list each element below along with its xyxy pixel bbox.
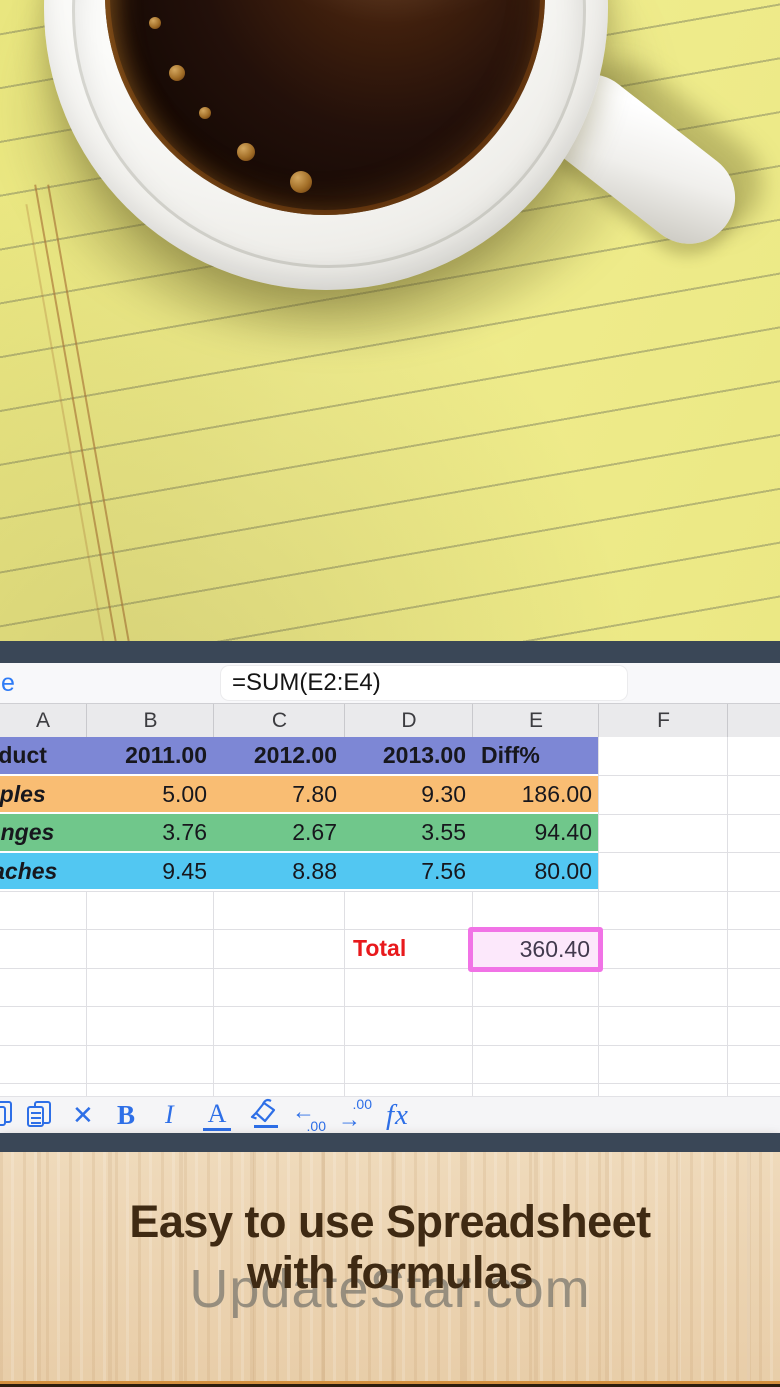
decrease-decimal-button[interactable]: ← .00: [292, 1098, 326, 1134]
table-row-apples[interactable]: Apples 5.00 7.80 9.30 186.00: [0, 775, 598, 814]
coffee-bubble: [199, 107, 211, 119]
column-header-g-partial[interactable]: [727, 704, 780, 737]
spreadsheet-grid[interactable]: Product 2011.00 2012.00 2013.00 Diff% Ap…: [0, 737, 780, 1096]
increase-decimal-icon: .00 →: [338, 1096, 372, 1132]
cell-b4[interactable]: 9.45: [162, 857, 207, 884]
cell-e4[interactable]: 80.00: [534, 857, 592, 884]
bottom-toolbar: ✕ B I A: [0, 1096, 780, 1134]
gridline: [0, 1083, 780, 1084]
clear-button[interactable]: ✕: [72, 1097, 94, 1134]
app-bottom-bezel: [0, 1133, 780, 1152]
gridline: [213, 737, 214, 1096]
cell-e2[interactable]: 186.00: [521, 780, 592, 807]
column-header-b[interactable]: B: [86, 704, 214, 737]
table-edge-shadow: [0, 1384, 780, 1387]
cell-e1[interactable]: Diff%: [481, 742, 540, 768]
watermark-text: UpdateStar.com: [189, 1259, 591, 1319]
gridline: [0, 891, 780, 892]
done-button[interactable]: e: [1, 669, 15, 697]
text-underline-icon: A: [207, 1099, 227, 1128]
italic-icon: I: [165, 1100, 174, 1129]
table-row-oranges[interactable]: Oranges 3.76 2.67 3.55 94.40: [0, 814, 598, 853]
cell-c1[interactable]: 2012.00: [253, 742, 337, 768]
column-header-c[interactable]: C: [213, 704, 345, 737]
table-edge-highlight: [0, 1381, 780, 1384]
cell-b3[interactable]: 3.76: [162, 819, 207, 845]
text-color-button[interactable]: A: [203, 1097, 231, 1134]
cell-c2[interactable]: 7.80: [292, 780, 337, 807]
cell-c4[interactable]: 8.88: [292, 857, 337, 884]
underline-bar: [203, 1128, 231, 1131]
paste-button[interactable]: [27, 1097, 53, 1134]
coffee-bubble: [149, 17, 161, 29]
bold-icon: B: [117, 1100, 136, 1130]
increase-decimal-button[interactable]: .00 →: [338, 1096, 372, 1134]
column-header-e[interactable]: E: [472, 704, 599, 737]
wood-desk-background: Easy to use Spreadsheet with formulas Up…: [0, 1152, 780, 1387]
cell-d2[interactable]: 9.30: [421, 780, 466, 807]
cell-a2[interactable]: Apples: [0, 780, 46, 807]
gridline: [344, 737, 345, 1096]
gridline: [0, 1045, 780, 1046]
cell-b1[interactable]: 2011.00: [125, 742, 207, 768]
gridline: [472, 737, 473, 1096]
cell-b2[interactable]: 5.00: [162, 780, 207, 807]
decrease-decimal-icon: ← .00: [292, 1098, 326, 1134]
caption-headline: Easy to use Spreadsheet with formulas: [0, 1196, 780, 1298]
gridline: [86, 737, 87, 1096]
gridline: [0, 1006, 780, 1007]
cell-e3[interactable]: 94.40: [534, 819, 592, 845]
selected-cell-e6[interactable]: 360.40: [468, 927, 603, 972]
coffee-bubble: [290, 171, 312, 193]
column-header-f[interactable]: F: [598, 704, 728, 737]
column-header-row: A B C D E F: [0, 704, 780, 738]
formula-bar: e =SUM(E2:E4): [0, 663, 780, 704]
column-header-a[interactable]: A: [35, 709, 50, 732]
caption-line-1: Easy to use Spreadsheet: [129, 1196, 651, 1247]
italic-button[interactable]: I: [165, 1097, 174, 1134]
cell-a1[interactable]: Product: [0, 742, 47, 768]
formula-function-button[interactable]: fx: [386, 1097, 409, 1134]
gridline: [0, 968, 780, 969]
coffee-bubble: [169, 65, 185, 81]
clear-icon: ✕: [72, 1100, 94, 1130]
cell-d3[interactable]: 3.55: [421, 819, 466, 845]
table-row-header[interactable]: Product 2011.00 2012.00 2013.00 Diff%: [0, 737, 598, 776]
cell-a4[interactable]: Peaches: [0, 857, 58, 884]
table-row-peaches[interactable]: Peaches 9.45 8.88 7.56 80.00: [0, 852, 598, 891]
formula-text: =SUM(E2:E4): [232, 669, 381, 696]
app-top-bezel: [0, 641, 780, 663]
gridline: [598, 737, 599, 1096]
cell-c3[interactable]: 2.67: [292, 819, 337, 845]
total-value: 360.40: [519, 936, 590, 962]
cell-d1[interactable]: 2013.00: [382, 742, 466, 768]
fill-color-icon: [248, 1098, 280, 1134]
caption-line-2: with formulas: [246, 1247, 534, 1298]
gridline: [727, 737, 728, 1096]
formula-input[interactable]: =SUM(E2:E4): [221, 666, 627, 700]
bold-button[interactable]: B: [117, 1097, 135, 1134]
total-label-cell[interactable]: Total: [353, 935, 407, 961]
cell-a3[interactable]: Oranges: [0, 819, 55, 845]
cell-d4[interactable]: 7.56: [421, 857, 466, 884]
coffee-notepad-photo: [0, 0, 780, 641]
function-icon: fx: [386, 1099, 409, 1131]
coffee-bubble: [237, 143, 255, 161]
gridline: [0, 929, 780, 930]
fill-color-button[interactable]: [248, 1097, 280, 1134]
column-header-d[interactable]: D: [344, 704, 473, 737]
